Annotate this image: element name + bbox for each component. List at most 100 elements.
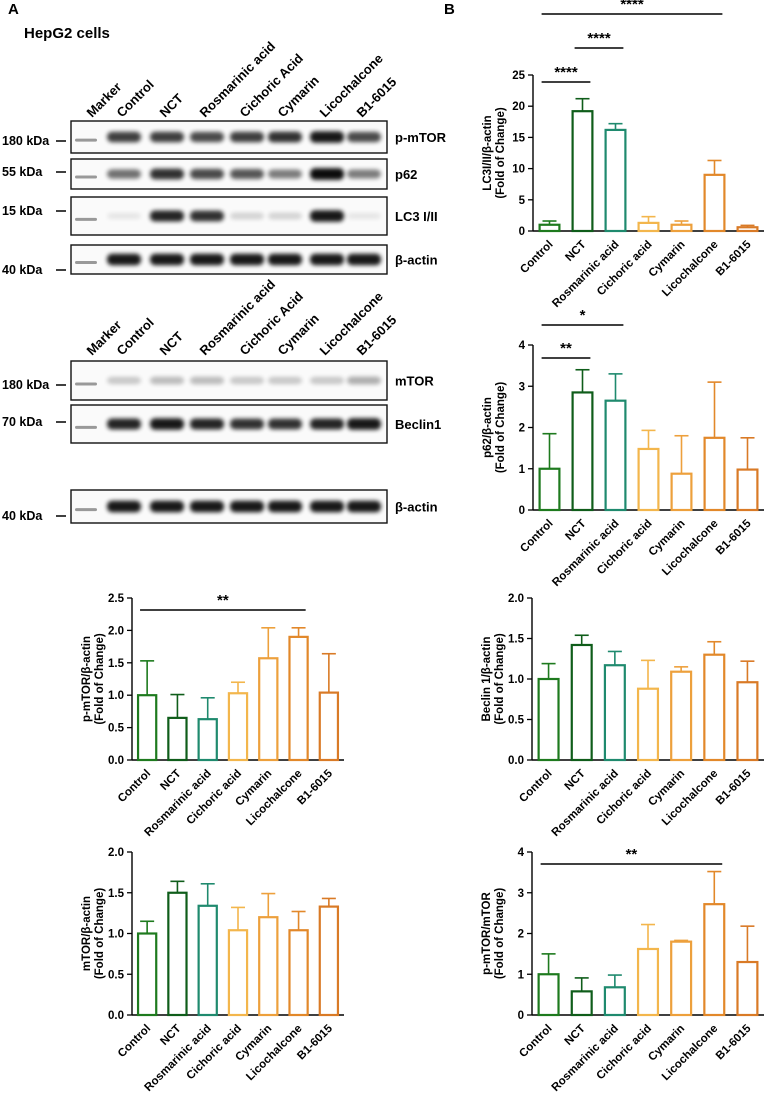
y-tick-label: 3	[518, 888, 524, 900]
x-tick-label: NCT	[563, 518, 588, 543]
bar	[637, 221, 660, 233]
kda-marker-label: 40 kDa	[2, 509, 43, 523]
protein-band	[310, 253, 344, 266]
marker-band	[75, 508, 97, 512]
protein-band	[268, 169, 302, 179]
y-tick-label: 15	[512, 132, 525, 144]
y-axis-label: Beclin 1/β-actin	[481, 637, 493, 722]
bar	[736, 960, 759, 1017]
protein-label: mTOR	[395, 374, 434, 389]
protein-band	[107, 169, 141, 179]
y-axis-label-sub: (Fold of Change)	[494, 633, 506, 725]
bar	[636, 687, 660, 762]
lane-label: NCT	[157, 91, 187, 121]
bar	[288, 929, 309, 1017]
y-tick-label: 1	[518, 969, 525, 981]
marker-band	[75, 382, 97, 386]
protein-band	[230, 376, 264, 385]
protein-band	[268, 418, 302, 430]
kda-marker-label: 15 kDa	[2, 204, 43, 218]
protein-band	[230, 500, 264, 513]
y-tick-label: 1.0	[508, 674, 524, 686]
kda-marker-label: 55 kDa	[2, 165, 43, 179]
bar	[736, 468, 759, 512]
y-tick-label: 0.0	[108, 1010, 124, 1022]
protein-band	[190, 210, 224, 222]
marker-band	[75, 138, 97, 142]
chart-lc3-beta-actin: 0 5 10 15 20 25 LC3I/II/β-actin (Fold of Change…	[482, 0, 764, 310]
protein-band	[268, 500, 302, 513]
chart-beclin1-beta-actin: 0.0 0.5 1.0 1.5 2.0 Beclin 1/β-actin (Fold of …	[481, 593, 764, 839]
bar	[227, 692, 249, 762]
protein-band	[310, 500, 344, 513]
significance-stars: ****	[554, 64, 578, 81]
blot-strip: Beclin1 70 kDa	[2, 404, 441, 444]
protein-band	[268, 131, 302, 143]
y-tick-label: 2.0	[108, 625, 124, 637]
protein-band	[107, 253, 141, 266]
bar	[537, 973, 560, 1017]
x-tick-label: Control	[116, 1023, 153, 1060]
protein-band	[230, 131, 264, 143]
x-tick-label: NCT	[158, 768, 183, 793]
bar	[604, 128, 627, 233]
protein-band	[150, 418, 184, 430]
protein-band	[268, 253, 302, 266]
x-tick-label: B1-6015	[714, 238, 754, 278]
protein-band	[190, 500, 224, 513]
bar	[167, 716, 188, 762]
y-tick-label: 5	[519, 195, 526, 207]
y-axis-label-sub: (Fold of Change)	[495, 107, 507, 199]
protein-label: Beclin1	[395, 417, 441, 432]
protein-band	[190, 418, 224, 430]
protein-band	[150, 376, 184, 385]
y-tick-label: 0.5	[508, 715, 525, 727]
x-tick-label: NCT	[563, 768, 588, 793]
y-tick-label: 0.5	[108, 723, 125, 735]
y-tick-label: 3	[519, 381, 525, 393]
protein-band	[310, 418, 344, 430]
y-tick-label: 1.0	[108, 690, 124, 702]
cell-line-title: HepG2 cells	[24, 25, 110, 42]
marker-band	[75, 260, 97, 264]
significance-stars: **	[217, 592, 229, 609]
blot-strip: β-actin 40 kDa	[2, 489, 438, 524]
bar	[571, 391, 594, 512]
bar	[703, 436, 726, 512]
bar	[570, 990, 593, 1017]
protein-band	[268, 212, 302, 220]
x-tick-label: NCT	[158, 1023, 183, 1048]
protein-band	[347, 169, 381, 179]
chart-mtor-beta-actin: 0.0 0.5 1.0 1.5 2.0 mTOR/β-actin (Fold of Chan…	[81, 847, 344, 1094]
y-axis-label-sub: (Fold of Change)	[495, 382, 507, 474]
bar	[136, 932, 158, 1017]
protein-band	[310, 376, 344, 385]
protein-label: β-actin	[395, 500, 438, 515]
blot-strip: LC3 I/II 15 kDa	[2, 196, 438, 236]
panel-b-label: B	[444, 1, 455, 18]
marker-band	[75, 425, 97, 429]
bar	[571, 110, 594, 233]
lane-label: Licochalcone	[317, 51, 386, 120]
y-tick-label: 20	[512, 101, 525, 113]
protein-label: β-actin	[395, 253, 438, 268]
x-tick-label: NCT	[563, 239, 588, 264]
protein-label: p62	[395, 167, 417, 182]
protein-band	[150, 500, 184, 513]
y-tick-label: 2	[518, 929, 524, 941]
y-tick-label: 1.5	[508, 634, 525, 646]
bar	[604, 399, 627, 512]
y-tick-label: 0.0	[108, 755, 124, 767]
protein-band	[150, 168, 184, 180]
significance-stars: **	[560, 340, 572, 357]
protein-band	[347, 253, 381, 266]
bar	[670, 670, 693, 762]
significance-stars: **	[626, 846, 638, 863]
bar	[637, 447, 660, 512]
panel-a-label: A	[8, 1, 19, 18]
protein-band	[107, 131, 141, 143]
x-tick-label: Control	[518, 239, 555, 276]
